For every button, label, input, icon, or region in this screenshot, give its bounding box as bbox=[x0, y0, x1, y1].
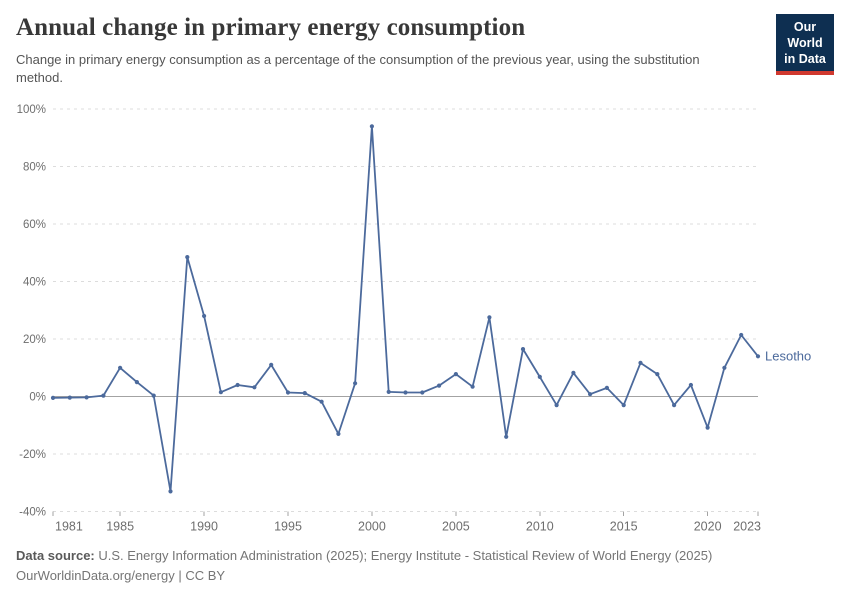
data-point bbox=[218, 390, 223, 395]
data-point bbox=[50, 395, 56, 400]
chart-subtitle: Change in primary energy consumption as … bbox=[16, 51, 700, 85]
x-axis-label: 1985 bbox=[106, 520, 134, 534]
logo-line-1: Our World bbox=[787, 20, 823, 50]
data-point bbox=[520, 347, 526, 352]
data-point bbox=[302, 391, 307, 396]
data-point bbox=[319, 399, 324, 404]
x-axis-label: 2005 bbox=[442, 520, 470, 534]
data-source-line: Data source: U.S. Energy Information Adm… bbox=[16, 546, 834, 566]
data-point bbox=[487, 315, 492, 320]
data-point bbox=[571, 370, 576, 375]
data-point bbox=[453, 372, 458, 377]
x-axis-label: 2015 bbox=[610, 520, 638, 534]
page-title: Annual change in primary energy consumpt… bbox=[16, 14, 526, 41]
logo-line-2: in Data bbox=[784, 52, 826, 66]
data-point bbox=[638, 360, 643, 365]
data-point bbox=[269, 362, 274, 367]
chart-footer: Data source: U.S. Energy Information Adm… bbox=[16, 546, 834, 585]
data-point bbox=[470, 384, 475, 389]
chart-canvas: 100% 80% 60% 40% 20% 0% -20% -40% 1981 1985 1990 19… bbox=[17, 104, 812, 534]
x-axis-label: 2023 bbox=[733, 520, 761, 534]
data-point bbox=[168, 489, 173, 494]
data-point bbox=[655, 372, 660, 377]
data-line bbox=[52, 125, 759, 493]
data-point bbox=[134, 380, 139, 385]
x-axis-label: 2000 bbox=[358, 520, 386, 534]
data-point bbox=[235, 382, 240, 388]
data-point bbox=[118, 365, 123, 370]
x-axis-label: 2010 bbox=[526, 520, 554, 534]
data-point bbox=[386, 389, 391, 394]
data-point bbox=[84, 395, 89, 400]
data-point bbox=[403, 390, 408, 395]
data-point bbox=[67, 395, 72, 400]
data-point bbox=[437, 383, 442, 388]
data-point bbox=[101, 393, 106, 398]
series-end-label: Lesotho bbox=[765, 348, 811, 363]
y-axis-label: -40% bbox=[19, 507, 46, 519]
data-point bbox=[688, 382, 694, 388]
data-point bbox=[202, 313, 207, 319]
y-axis-label: 100% bbox=[17, 104, 46, 116]
data-point bbox=[369, 124, 374, 129]
y-axis-label: 20% bbox=[23, 334, 46, 346]
data-point bbox=[554, 403, 559, 408]
data-point bbox=[739, 332, 744, 338]
data-point bbox=[285, 390, 291, 395]
y-axis-label: 0% bbox=[29, 392, 46, 404]
chart-header: Annual change in primary energy consumpt… bbox=[16, 14, 834, 87]
data-point bbox=[621, 403, 626, 408]
data-point bbox=[504, 434, 509, 439]
x-axis-label: 1995 bbox=[274, 520, 302, 534]
line-chart[interactable]: 100% 80% 60% 40% 20% 0% -20% -40% 1981 1985 1990 19… bbox=[0, 93, 850, 548]
data-point bbox=[722, 365, 727, 370]
owid-logo: Our World in Data bbox=[776, 14, 834, 75]
data-point bbox=[185, 255, 190, 260]
data-point bbox=[604, 385, 610, 390]
data-point bbox=[252, 385, 257, 390]
data-source-text: U.S. Energy Information Administration (… bbox=[94, 548, 713, 563]
data-point bbox=[705, 425, 710, 430]
data-point bbox=[755, 354, 761, 359]
x-axis-label: 1990 bbox=[190, 520, 218, 534]
data-point bbox=[353, 381, 358, 386]
data-point bbox=[151, 393, 156, 398]
data-source-label: Data source: bbox=[16, 548, 95, 563]
x-axis-label: 1981 bbox=[55, 520, 83, 534]
data-point bbox=[672, 403, 677, 408]
license-line: OurWorldinData.org/energy | CC BY bbox=[16, 567, 226, 583]
data-point bbox=[336, 431, 341, 436]
data-point bbox=[420, 390, 425, 395]
y-axis-label: -20% bbox=[19, 449, 46, 461]
data-point bbox=[588, 392, 593, 397]
y-axis-label: 40% bbox=[23, 277, 46, 289]
y-axis-label: 60% bbox=[23, 219, 46, 231]
y-axis-label: 80% bbox=[23, 162, 46, 174]
x-axis-label: 2020 bbox=[694, 520, 722, 534]
data-point bbox=[537, 374, 542, 379]
